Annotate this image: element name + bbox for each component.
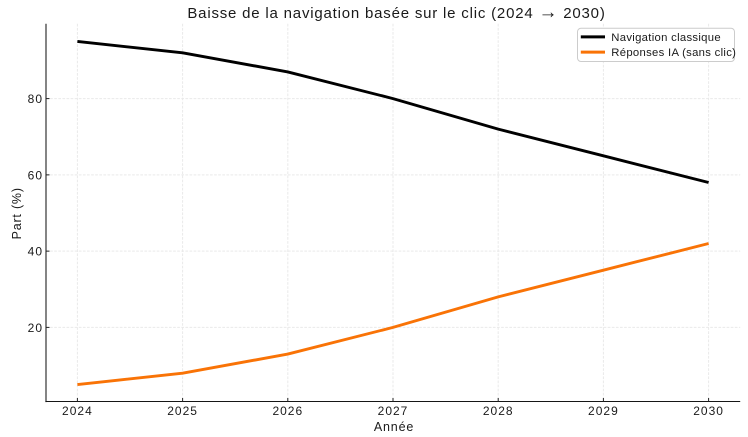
- svg-text:60: 60: [28, 168, 43, 182]
- svg-text:Année: Année: [374, 420, 414, 434]
- svg-text:80: 80: [28, 92, 43, 106]
- svg-text:40: 40: [28, 245, 43, 259]
- svg-text:2028: 2028: [483, 404, 514, 418]
- svg-text:Part (%): Part (%): [10, 187, 24, 239]
- svg-text:2029: 2029: [588, 404, 619, 418]
- svg-text:2027: 2027: [378, 404, 409, 418]
- svg-text:Réponses IA (sans clic): Réponses IA (sans clic): [611, 47, 736, 59]
- svg-text:Navigation classique: Navigation classique: [611, 32, 721, 44]
- svg-text:2030: 2030: [693, 404, 724, 418]
- svg-text:Baisse de la navigation basée: Baisse de la navigation basée sur le cli…: [187, 2, 605, 23]
- svg-text:2026: 2026: [272, 404, 303, 418]
- svg-text:2024: 2024: [62, 404, 93, 418]
- svg-text:2025: 2025: [167, 404, 198, 418]
- svg-text:20: 20: [28, 321, 43, 335]
